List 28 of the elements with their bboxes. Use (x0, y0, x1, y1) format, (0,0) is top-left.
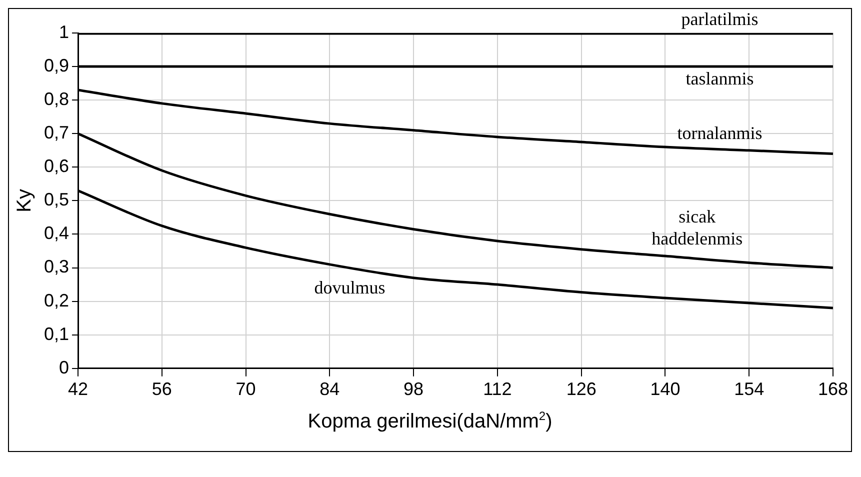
y-tick-label: 0,7 (44, 122, 70, 143)
x-tick-label: 84 (320, 379, 340, 400)
series-label: tornalanmis (677, 123, 762, 144)
x-tick-label: 70 (236, 379, 256, 400)
y-tick-label: 0,4 (44, 223, 70, 244)
series-label: taslanmis (686, 68, 754, 89)
y-tick-label: 0,2 (44, 290, 70, 310)
x-tick-label: 42 (68, 379, 88, 400)
y-tick-label: 1 (59, 22, 70, 42)
x-tick-label: 168 (818, 379, 848, 400)
y-axis-title: Ky (14, 189, 36, 212)
x-tick-label: 154 (734, 379, 764, 400)
y-tick-label: 0,8 (44, 89, 70, 110)
x-tick-label: 112 (483, 379, 512, 400)
series-label: sicak haddelenmis (652, 206, 743, 249)
x-axis-title: Kopma gerilmesi(daN/mm$^{2}$) (306, 409, 554, 434)
y-tick-label: 0,6 (44, 156, 70, 176)
series-label: parlatilmis (681, 9, 758, 29)
y-tick-label: 0 (59, 357, 70, 378)
x-tick-label: 98 (404, 379, 424, 400)
series-label: dovulmus (314, 278, 386, 298)
y-tick-label: 0,1 (44, 324, 70, 344)
x-tick-label: 56 (152, 379, 172, 400)
y-tick-label: 0,9 (44, 56, 70, 76)
y-tick-label: 0,3 (44, 256, 70, 277)
y-tick-label: 0,5 (44, 190, 70, 210)
x-tick-label: 126 (566, 379, 596, 400)
x-tick-label: 140 (650, 379, 680, 400)
